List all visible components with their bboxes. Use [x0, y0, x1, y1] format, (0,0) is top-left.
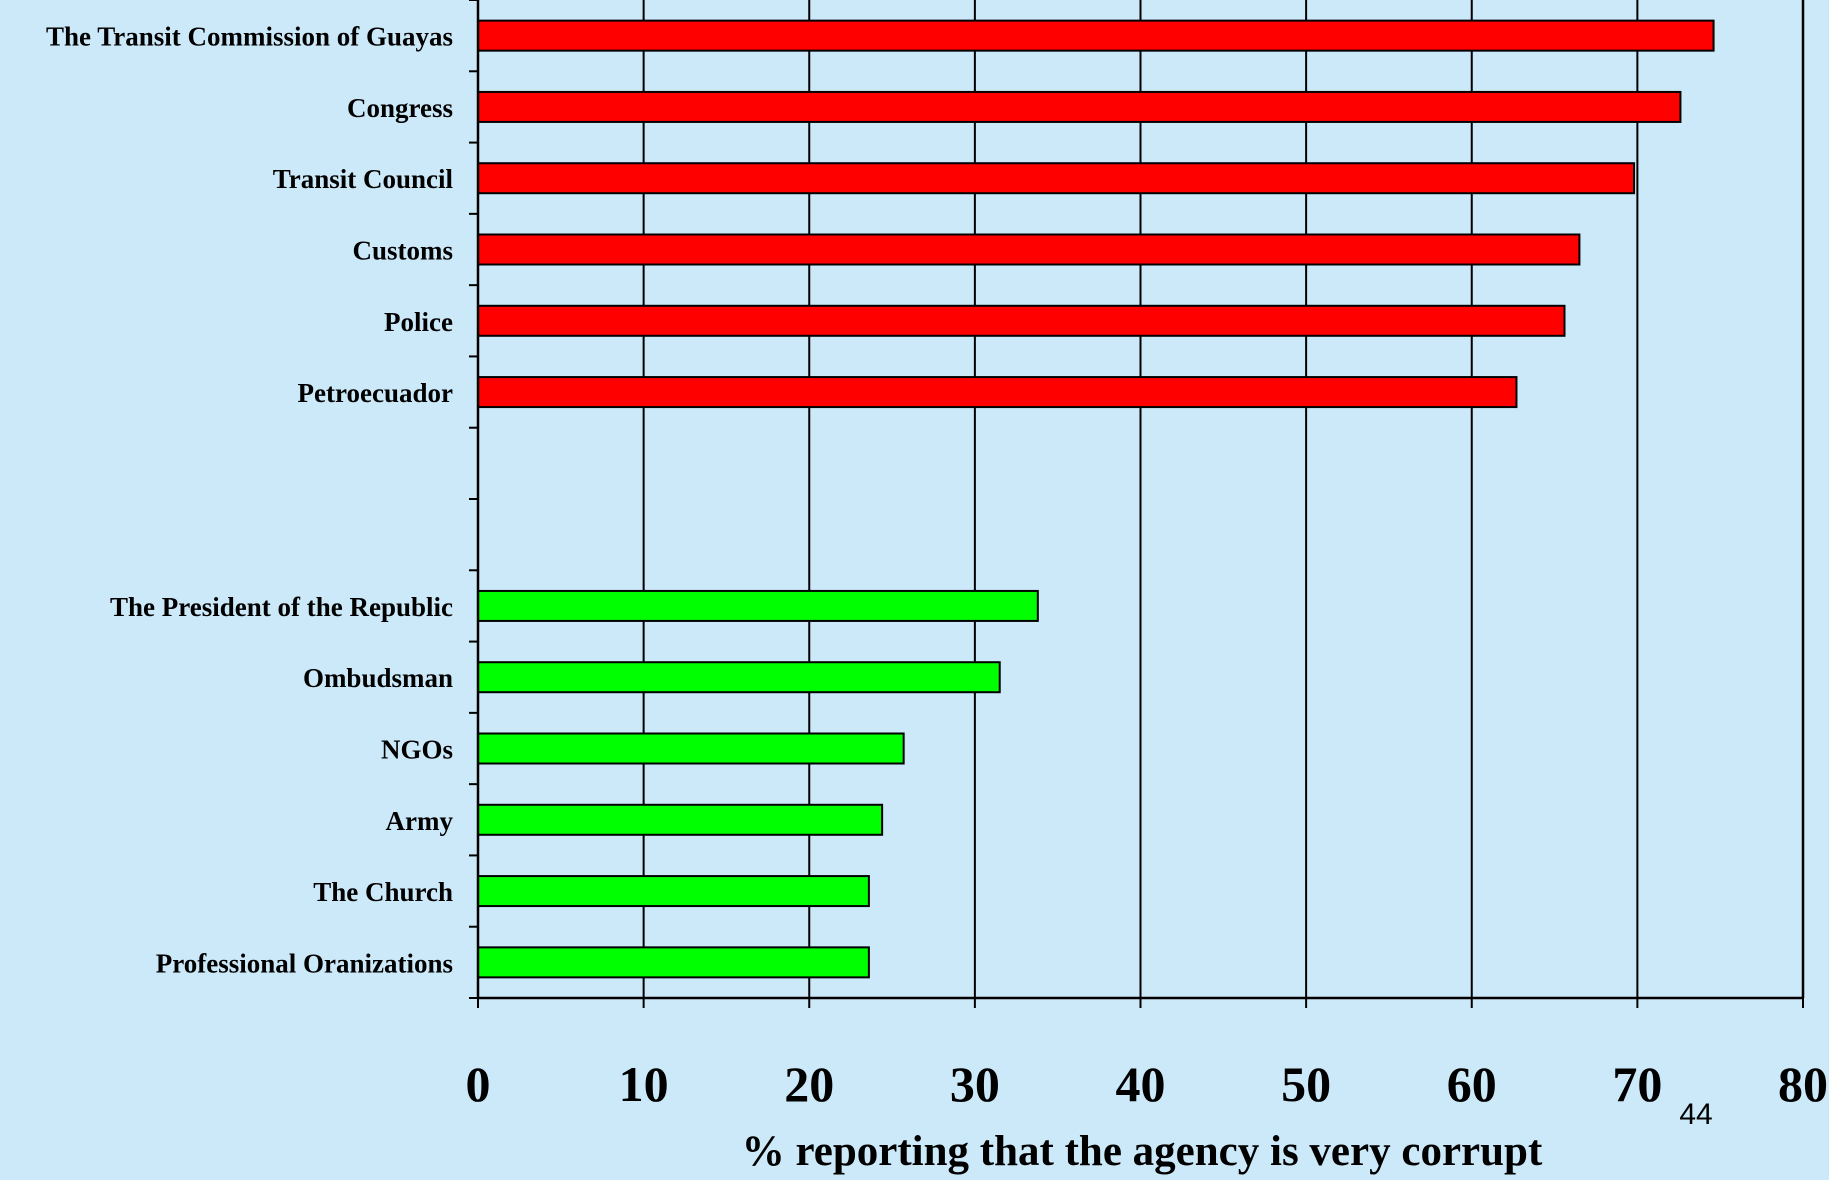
axes — [469, 0, 1805, 1008]
x-tick-labels: 0 10 20 30 40 50 60 70 80 — [466, 1056, 1829, 1112]
bar — [477, 875, 870, 908]
bar — [477, 233, 1581, 266]
bars — [477, 19, 1715, 979]
bar — [477, 946, 870, 979]
category-label: The Church — [313, 877, 453, 907]
bar — [477, 661, 1001, 694]
category-label: Petroecuador — [298, 378, 453, 408]
x-tick-label: 40 — [1116, 1056, 1166, 1112]
bar — [477, 732, 905, 765]
category-label: Congress — [347, 93, 453, 123]
x-tick-label: 0 — [466, 1056, 491, 1112]
category-label: Professional Oranizations — [156, 948, 453, 978]
category-label: The Transit Commission of Guayas — [46, 22, 453, 52]
bar — [477, 19, 1715, 52]
x-tick-label: 10 — [619, 1056, 669, 1112]
x-axis-title: % reporting that the agency is very corr… — [742, 1128, 1543, 1175]
category-label: Transit Council — [273, 164, 454, 194]
x-tick-label: 80 — [1778, 1056, 1828, 1112]
slide-number: 44 — [1679, 1098, 1712, 1131]
bar — [477, 90, 1682, 123]
bar — [477, 803, 884, 836]
category-label: The President of the Republic — [110, 592, 453, 622]
x-tick-label: 20 — [784, 1056, 834, 1112]
bar — [477, 376, 1518, 409]
x-tick-label: 50 — [1281, 1056, 1331, 1112]
category-label: Ombudsman — [303, 663, 453, 693]
bar — [477, 589, 1039, 622]
category-label: Customs — [352, 236, 453, 266]
x-tick-label: 30 — [950, 1056, 1000, 1112]
category-label: Army — [386, 806, 454, 836]
x-tick-label: 60 — [1447, 1056, 1497, 1112]
grid-lines — [642, 0, 1639, 998]
x-tick-label: 70 — [1612, 1056, 1662, 1112]
bar — [477, 162, 1636, 195]
category-labels: The Transit Commission of Guayas Congress… — [46, 22, 454, 979]
category-label: NGOs — [381, 735, 453, 765]
bar — [477, 304, 1566, 337]
category-label: Police — [384, 307, 453, 337]
